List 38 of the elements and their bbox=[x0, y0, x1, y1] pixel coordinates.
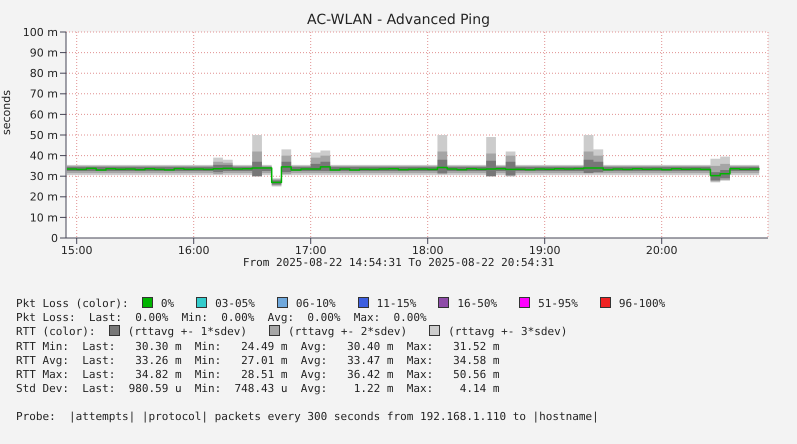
x-tick-label: 15:00 bbox=[60, 244, 93, 257]
y-tick-label: 80 m bbox=[30, 67, 58, 80]
legend-label: 96-100% bbox=[618, 297, 666, 310]
legend-label: 06-10% bbox=[294, 297, 336, 310]
y-tick-label: 50 m bbox=[30, 128, 58, 142]
y-tick-label: 40 m bbox=[30, 150, 58, 163]
legend-label: (rttavg +- 3*sdev) bbox=[447, 325, 568, 338]
text: Std Dev: Last: 980.59 u Min: 748.43 u Avg: 1.22 m Max: 4.14 m bbox=[16, 382, 500, 396]
x-tick-label: 16:00 bbox=[178, 244, 210, 257]
text: RTT Avg: Last: 33.26 m Min: 27.01 m Avg: 33.47 m Max: 34.58 m bbox=[16, 354, 500, 368]
y-tick-label: 90 m bbox=[30, 46, 58, 60]
x-tick-label: 17:00 bbox=[294, 244, 327, 257]
y-tick-label: 70 m bbox=[30, 88, 58, 101]
legend-label: 16-50% bbox=[456, 297, 498, 310]
x-tick-label: 19:00 bbox=[528, 244, 561, 257]
x-tick-label: 18:00 bbox=[412, 244, 444, 257]
legend-label: 03-05% bbox=[214, 297, 255, 310]
chart-title: AC-WLAN - Advanced Ping bbox=[307, 12, 490, 28]
y-tick-label: 0 bbox=[51, 232, 58, 245]
text: RTT Max: Last: 34.82 m Min: 28.51 m Avg: 36.42 m Max: 50.56 m bbox=[16, 368, 500, 382]
y-tick-label: 60 m bbox=[30, 108, 58, 122]
y-axis-title: seconds bbox=[0, 90, 13, 135]
text: Pkt Loss: Last: 0.00% Min: 0.00% Avg: 0.00% Max: 0.00% bbox=[16, 311, 428, 326]
text: RTT Min: Last: 30.30 m Min: 24.49 m Avg: 30.40 m Max: 31.52 m bbox=[16, 340, 500, 354]
text: Pkt Loss (color): bbox=[16, 297, 129, 310]
y-tick-label: 20 m bbox=[30, 190, 58, 204]
y-tick-label: 10 m bbox=[30, 211, 58, 224]
legend-label: 11-15% bbox=[376, 297, 416, 310]
legend-label: 0% bbox=[160, 297, 174, 310]
y-tick-label: 30 m bbox=[30, 170, 58, 184]
legend-label: (rttavg +- 1*sdev) bbox=[126, 325, 247, 338]
x-tick-label: 20:00 bbox=[646, 244, 678, 257]
legend-label: (rttavg +- 2*sdev) bbox=[286, 325, 408, 338]
text: RTT (color): bbox=[16, 325, 96, 338]
x-axis-title: From 2025-08-22 14:54:31 To 2025-08-22 20:54:31 bbox=[242, 256, 556, 269]
y-tick-label: 100 m bbox=[22, 26, 58, 39]
legend-label: 51-95% bbox=[537, 297, 578, 310]
text: Probe: |attempts| |protocol| packets every 300 seconds from 192.168.1.110 to |hostname| bbox=[16, 410, 600, 425]
